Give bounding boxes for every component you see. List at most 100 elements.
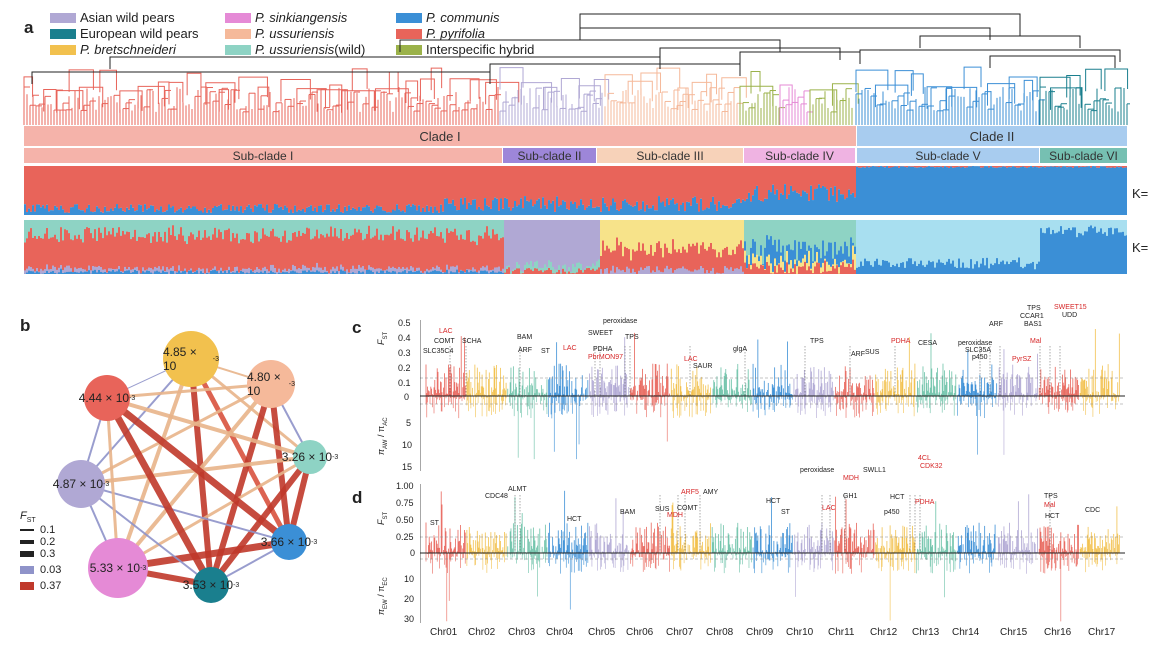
color-legend-item: 0.37 (20, 578, 61, 594)
chr-label: Chr08 (706, 627, 734, 638)
gene-label: ST (430, 520, 439, 527)
legend-title: FST (20, 510, 36, 525)
gene-label: HCT (1045, 513, 1060, 520)
fst-network (80, 357, 313, 588)
c-tick: 15 (402, 462, 413, 472)
c-tick: 0.3 (398, 348, 411, 358)
gene-label: HCT (890, 494, 905, 501)
gene-label: peroxidase (603, 318, 638, 325)
gene-label: ARF5 (681, 489, 699, 496)
subclade-iv-bar: Sub-clade IV (744, 148, 855, 163)
gene-label: LAC (684, 356, 698, 363)
gene-label: TPS (1027, 305, 1041, 312)
gene-label: TPS (810, 338, 824, 345)
c-tick: 0.2 (398, 363, 411, 373)
gene-label: p450 (972, 354, 988, 361)
gene-label: p450 (884, 509, 900, 516)
d-tick: 0.50 (396, 515, 414, 525)
phylogenetic-tree (23, 13, 1130, 125)
gene-label: SUS (865, 349, 880, 356)
node-communis: 3.66 × 10 -3 (261, 524, 317, 560)
gene-label: COMT (434, 338, 455, 345)
gene-label: ALMT (508, 486, 527, 493)
gene-label: UDD (1062, 312, 1078, 319)
d-tick: 0.75 (396, 498, 414, 508)
gene-label: ST (781, 509, 790, 516)
legend-asian-wild: Asian wild pears (50, 10, 175, 25)
gene-label: ARF (851, 351, 865, 358)
gene-label: Mal (1030, 338, 1042, 345)
c-tick: 0.4 (398, 333, 411, 343)
gene-label: HCT (766, 498, 781, 505)
gene-label: glgA (733, 346, 748, 353)
gene-label: CCAR1 (1020, 313, 1044, 320)
legend-swatch (225, 44, 251, 55)
legend-sinkiangensis: P. sinkiangensis (225, 10, 347, 25)
d-tick: 0.25 (396, 532, 414, 542)
gene-label: BAS1 (1024, 321, 1042, 328)
gene-label: SAUR (693, 363, 713, 370)
gene-label: CDC48 (485, 493, 508, 500)
gene-label: MDH (843, 475, 859, 482)
chr-label: Chr03 (508, 627, 536, 638)
node-pyrifolia: 4.44 × 10 -3 (79, 375, 135, 421)
legend-swatch (396, 44, 422, 55)
gene-label: BAM (620, 509, 636, 516)
chr-label: Chr14 (952, 627, 980, 638)
gene-label: GH1 (843, 493, 858, 500)
legend-swatch (225, 28, 251, 39)
legend-pyrifolia: P. pyrifolia (396, 26, 485, 41)
gene-label: PbrMON97 (588, 354, 624, 361)
chr-label: Chr11 (828, 627, 855, 638)
gene-label: AMY (703, 489, 719, 496)
panel-d-pi-label: πEW / πEC (376, 577, 389, 615)
gene-label: SWLL1 (863, 467, 886, 474)
gene-label: peroxidase (958, 340, 993, 347)
legend-communis: P. communis (396, 10, 499, 25)
width-legend-item: 0.1 (20, 524, 61, 536)
node-european-wild: 3.53 × 10 -3 (183, 567, 239, 603)
subclade-i-bar: Sub-clade I (24, 148, 502, 163)
panel-c-letter: c (352, 318, 362, 337)
d-tick: 1.00 (396, 481, 414, 491)
node-sinkiangensis: 5.33 × 10 -3 (88, 538, 148, 598)
chr-label: Chr16 (1044, 627, 1072, 638)
gene-label: CESA (918, 340, 938, 347)
gene-label: peroxidase (800, 467, 835, 474)
node-ussuriensis-wild: 3.26 × 10 -3 (282, 440, 338, 474)
gene-label: COMT (677, 505, 698, 512)
admixture-plot-k (24, 220, 1127, 274)
gene-label: LAC (822, 505, 836, 512)
gene-label: SLC35A (965, 347, 992, 354)
panel-d-fst-label: FST (376, 511, 389, 525)
chr-label: Chr06 (626, 627, 654, 638)
chr-label: Chr17 (1088, 627, 1116, 638)
gene-label: Mal (1044, 502, 1056, 509)
legend-bretschneideri: P. bretschneideri (50, 42, 176, 57)
chr-label: Chr02 (468, 627, 496, 638)
chr-label: Chr13 (912, 627, 940, 638)
gene-label: SUS (655, 506, 670, 513)
node-bretschneideri: 4.85 × 10 -3 (163, 331, 219, 387)
gene-label: 4CL (918, 455, 931, 462)
gene-label: SCHA (462, 338, 482, 345)
c-tick: 0.5 (398, 318, 411, 328)
chr-label: Chr10 (786, 627, 814, 638)
gene-label: LAC (439, 328, 453, 335)
c-tick: 0.1 (398, 378, 411, 388)
chr-label: Chr09 (746, 627, 774, 638)
admixture-plot-k2 (24, 166, 1127, 215)
gene-label: CDK32 (920, 463, 943, 470)
chr-label: Chr04 (546, 627, 574, 638)
panel-c-pi-label: πAW / πAC (376, 417, 389, 455)
c-tick: 5 (406, 418, 412, 428)
k-label-2: K= (1132, 240, 1149, 255)
gene-label: SWEET (588, 330, 613, 337)
gene-label: SLC35C4 (423, 348, 454, 355)
legend-swatch (50, 28, 76, 39)
c-tick: 0 (404, 392, 410, 402)
legend-european-wild: European wild pears (50, 26, 199, 41)
d-tick: 0 (410, 548, 416, 558)
clade-i-bar: Clade I (24, 126, 856, 146)
gene-label: TPS (1044, 493, 1058, 500)
